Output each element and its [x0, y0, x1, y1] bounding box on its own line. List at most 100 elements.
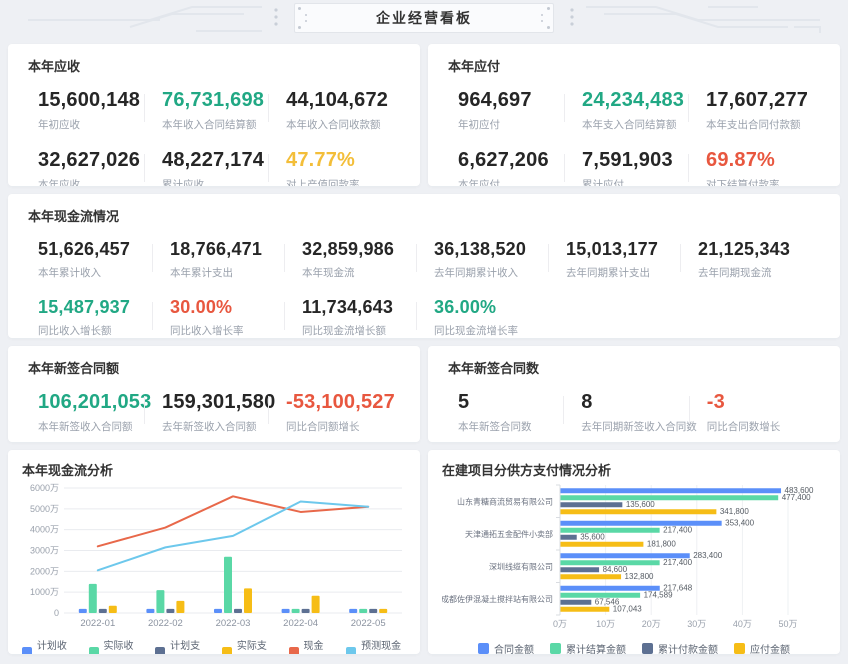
bar-累计付款金额[interactable] [560, 534, 577, 540]
bar-计划收入[interactable] [281, 608, 290, 613]
kpi-item: 8 去年同期新签收入合同数 [563, 391, 697, 434]
x-tick-label: 2022-04 [283, 618, 318, 629]
legend-item-1[interactable]: 累计结算金额 [550, 641, 626, 654]
y-tick-label: 4000万 [30, 525, 59, 535]
kpi-item: 11,734,643 同比现金流增长额 [284, 297, 424, 338]
legend-label: 实际收入 [103, 641, 134, 652]
bar-合同金额[interactable] [560, 520, 722, 526]
bar-累计结算金额[interactable] [560, 527, 660, 533]
bar-合同金额[interactable] [560, 488, 782, 494]
bar-累计付款金额[interactable] [560, 599, 592, 605]
bar-合同金额[interactable] [560, 553, 690, 559]
bar-计划支出[interactable] [234, 608, 242, 613]
legend-item-0[interactable]: 合同金额 [478, 641, 534, 654]
kpi-item: 17,607,277 本年支出合同付款额 [688, 89, 820, 132]
kpi-label: 同比现金流增长率 [434, 325, 518, 337]
bar-累计付款金额[interactable] [560, 567, 600, 573]
card-cashflow: 本年现金流情况 51,626,457 本年累计收入 18,766,471 本年累计支出… [8, 194, 840, 338]
bar-计划收入[interactable] [78, 608, 87, 613]
bar-value-label: 217,648 [663, 583, 692, 592]
x-tick-label: 10万 [596, 619, 615, 629]
kpi-label: 本年新签收入合同额 [38, 421, 133, 433]
x-tick-label: 50万 [778, 619, 797, 629]
legend-item-2[interactable]: 累计付款金额 [642, 641, 718, 654]
kpi-value: 17,607,277 [706, 89, 809, 111]
circuit-decoration-left [28, 6, 278, 32]
y-tick-label: 0 [54, 608, 59, 618]
y-tick-label: 3000万 [30, 546, 59, 556]
bar-累计结算金额[interactable] [560, 592, 641, 598]
kpi-label: 本年累计收入 [38, 267, 101, 279]
kpi-value: 32,859,986 [302, 239, 395, 259]
title-dot-column [541, 14, 543, 26]
bar-计划收入[interactable] [214, 608, 222, 613]
card-cashflow-analysis-chart: 本年现金流分析 0 1000万 2000万 3000万 4000万 5000万 6000万 2… [8, 450, 420, 654]
card-payable: 本年应付 964,697 年初应付 24,234,483 本年支入合同结算额 17,60… [428, 44, 840, 186]
kpi-item: 44,104,672 本年收入合同收款额 [268, 89, 400, 132]
kpi-label: 同比合同额增长 [286, 421, 360, 433]
kpi-item: 24,234,483 本年支入合同结算额 [564, 89, 696, 132]
bar-实际支出[interactable] [108, 605, 117, 613]
bar-应付金额[interactable] [560, 606, 610, 612]
bar-计划支出[interactable] [369, 608, 378, 613]
kpi-value: 32,627,026 [38, 149, 141, 171]
bar-累计结算金额[interactable] [560, 560, 660, 566]
bar-累计结算金额[interactable] [560, 495, 779, 501]
bar-累计付款金额[interactable] [560, 502, 623, 508]
kpi-value: 30.00% [170, 297, 233, 317]
bar-计划收入[interactable] [349, 608, 358, 613]
bar-value-label: 217,400 [663, 525, 692, 534]
kpi-item: 106,201,053 本年新签收入合同额 [28, 391, 152, 434]
bar-计划收入[interactable] [146, 608, 155, 613]
legend-label: 现金流 [303, 641, 324, 652]
kpi-label: 本年新签合同数 [458, 421, 532, 433]
bar-实际支出[interactable] [379, 608, 388, 613]
bar-计划支出[interactable] [301, 608, 310, 613]
payable-kpi-grid: 964,697 年初应付 24,234,483 本年支入合同结算额 17,607,277… [448, 89, 820, 186]
bar-实际支出[interactable] [311, 595, 320, 613]
bar-实际收入[interactable] [359, 608, 368, 613]
legend-item-3[interactable]: 实际支出 [222, 637, 273, 654]
bar-实际支出[interactable] [176, 600, 185, 613]
legend-item-3[interactable]: 应付金额 [734, 641, 790, 654]
card-contract-amount: 本年新签合同额 106,201,053 本年新签收入合同额 159,301,580 去… [8, 346, 420, 442]
legend-item-2[interactable]: 计划支出 [155, 637, 206, 654]
legend-item-0[interactable]: 计划收入 [21, 637, 73, 654]
bar-value-label: 283,400 [693, 551, 722, 560]
bar-实际支出[interactable] [244, 588, 252, 613]
cards-grid: 本年应收 15,600,148 年初应收 76,731,698 本年收入合同结算额 44… [0, 36, 848, 662]
line-现金流[interactable] [96, 495, 370, 548]
legend-swatch [222, 646, 232, 654]
kpi-label: 年初应付 [458, 119, 500, 131]
kpi-value: 76,731,698 [162, 89, 265, 111]
bar-实际收入[interactable] [156, 590, 165, 613]
kpi-value: 8 [581, 391, 593, 413]
bar-实际收入[interactable] [224, 556, 232, 613]
bar-计划支出[interactable] [166, 608, 175, 613]
bar-实际收入[interactable] [291, 608, 300, 613]
bar-应付金额[interactable] [560, 574, 622, 580]
legend-label: 合同金额 [494, 645, 534, 654]
legend-item-4[interactable]: 现金流 [288, 637, 331, 654]
kpi-item: 32,627,026 本年应收 [28, 149, 152, 186]
cashflow-analysis-chart: 0 1000万 2000万 3000万 4000万 5000万 6000万 2022-01 20… [30, 483, 402, 629]
card-supplier-payment-chart: 在建项目分供方支付情况分析 0万 10万 20万 30万 40万 50万 山东青糖商流贸易有… [428, 450, 840, 654]
legend-label: 累计付款金额 [658, 645, 718, 654]
bar-实际收入[interactable] [88, 583, 97, 613]
x-tick-label: 0万 [553, 619, 567, 629]
kpi-value: 48,227,174 [162, 149, 265, 171]
bar-计划支出[interactable] [98, 608, 107, 613]
bar-应付金额[interactable] [560, 541, 644, 547]
kpi-label: 去年同期累计支出 [566, 267, 650, 279]
line-预测现金流[interactable] [96, 500, 370, 572]
category-label: 天津通拓五金配件小卖部 [465, 529, 553, 539]
card-contract-amount-title: 本年新签合同额 [28, 361, 120, 376]
kpi-item: 36,138,520 去年同期累计收入 [416, 239, 556, 280]
kpi-label: 本年支入合同结算额 [582, 119, 677, 131]
bar-应付金额[interactable] [560, 509, 717, 515]
kpi-label: 年初应收 [38, 119, 80, 131]
legend-item-1[interactable]: 实际收入 [88, 637, 140, 654]
legend-item-5[interactable]: 预测现金流 [346, 637, 406, 654]
bar-合同金额[interactable] [560, 585, 660, 591]
cashflow-kpi-grid: 51,626,457 本年累计收入 18,766,471 本年累计支出 32,859,9… [28, 239, 820, 338]
